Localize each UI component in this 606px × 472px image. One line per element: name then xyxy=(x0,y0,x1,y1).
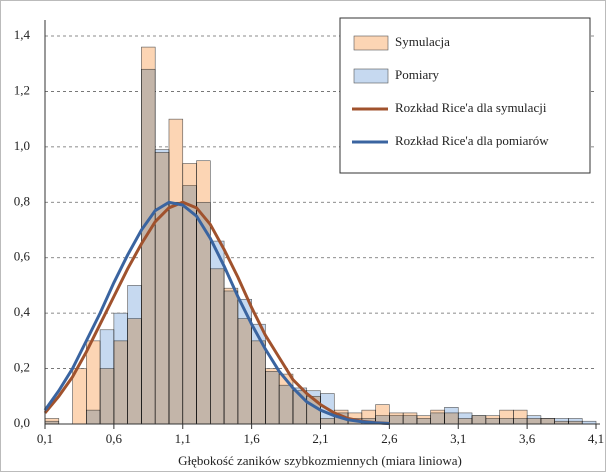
axes: 0,0 0,2 0,4 0,6 0,8 1,0 1,2 1,4 0,1 0,6 1,1 1,6 2,1 2… xyxy=(14,20,604,446)
y-tick-label: 0,8 xyxy=(14,193,30,208)
histogram-bar xyxy=(72,368,87,425)
histogram-bar xyxy=(265,371,280,425)
histogram-bar xyxy=(223,290,239,425)
histogram-bar xyxy=(526,415,542,425)
rice-curve xyxy=(43,200,390,425)
x-tick-label: 2,1 xyxy=(312,431,328,446)
x-tick-label: 0,6 xyxy=(106,431,123,446)
x-tick-label: 1,1 xyxy=(175,431,191,446)
histogram-bar xyxy=(430,412,445,425)
histogram-bar xyxy=(182,185,197,425)
histogram-bar xyxy=(540,418,555,425)
histogram-bar xyxy=(485,418,500,425)
x-tick-label: 3,1 xyxy=(450,431,466,446)
y-tick-label: 0,4 xyxy=(14,304,31,319)
legend-label: Symulacja xyxy=(395,34,450,49)
histogram-bar xyxy=(554,418,569,425)
histogram-bar xyxy=(499,418,514,425)
histogram-bar xyxy=(568,418,583,425)
lines xyxy=(43,200,390,425)
histogram-bar xyxy=(86,409,101,425)
legend-label: Rozkład Rice'a dla symulacji xyxy=(395,100,547,115)
histogram-bar xyxy=(471,415,487,425)
histogram-bar xyxy=(278,384,294,425)
histogram-bar xyxy=(513,418,528,425)
histogram-bar xyxy=(402,415,418,425)
histogram-bar xyxy=(210,240,225,425)
y-tick-label: 1,4 xyxy=(14,27,31,42)
legend-swatch xyxy=(353,68,389,84)
histogram-bar xyxy=(444,407,459,425)
histogram-bar xyxy=(141,68,156,425)
histogram-bar xyxy=(154,149,170,425)
histogram-bar xyxy=(127,285,142,425)
y-tick-label: 1,2 xyxy=(14,82,30,97)
x-tick-label: 1,6 xyxy=(244,431,261,446)
histogram-bar xyxy=(457,412,473,425)
legend-swatch xyxy=(353,35,389,51)
rice-curve xyxy=(43,200,390,425)
y-tick-label: 0,2 xyxy=(14,360,30,375)
x-tick-label: 4,1 xyxy=(588,431,604,446)
x-tick-label: 0,1 xyxy=(37,431,53,446)
x-axis-label: Głębokość zaników szybkozmiennych (miara… xyxy=(178,453,462,468)
y-tick-label: 1,0 xyxy=(14,138,30,153)
legend: Symulacja Pomiary Rozkład Rice'a dla symul… xyxy=(339,17,591,174)
histogram-bar xyxy=(389,415,404,425)
y-tick-label: 0,6 xyxy=(14,249,31,264)
histogram-bar xyxy=(113,312,128,425)
x-tick-label: 2,6 xyxy=(381,431,398,446)
x-tick-label: 3,6 xyxy=(519,431,536,446)
legend-label: Pomiary xyxy=(395,67,440,82)
histogram-bar xyxy=(416,418,431,425)
y-tick-label: 0,0 xyxy=(14,415,30,430)
histogram-bar xyxy=(99,329,115,425)
legend-label: Rozkład Rice'a dla pomiarów xyxy=(395,133,549,148)
histogram-bar xyxy=(168,201,184,425)
